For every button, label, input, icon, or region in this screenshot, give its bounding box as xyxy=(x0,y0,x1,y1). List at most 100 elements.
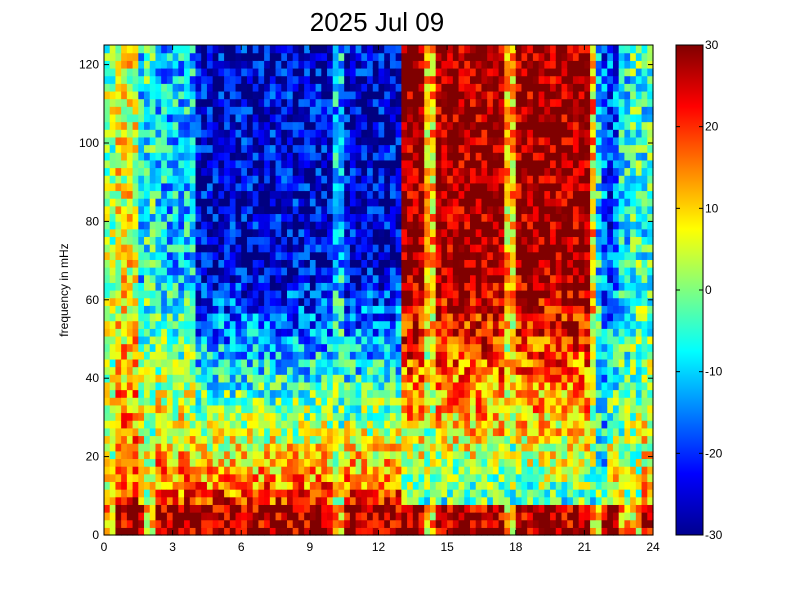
heatmap-cell xyxy=(424,381,431,391)
heatmap-cell xyxy=(470,527,477,536)
heatmap-cell xyxy=(218,228,225,238)
heatmap-cell xyxy=(321,427,328,437)
heatmap-cell xyxy=(521,152,528,161)
heatmap-cell xyxy=(184,205,191,215)
heatmap-cell xyxy=(166,420,174,429)
heatmap-cell xyxy=(189,328,197,337)
heatmap-cell xyxy=(412,389,420,398)
heatmap-cell xyxy=(195,244,202,253)
heatmap-cell xyxy=(435,129,443,138)
heatmap-cell xyxy=(510,159,517,169)
heatmap-cell xyxy=(395,221,402,230)
heatmap-cell xyxy=(309,175,317,184)
heatmap-cell xyxy=(395,297,402,306)
heatmap-cell xyxy=(166,113,174,123)
heatmap-cell xyxy=(315,236,322,245)
heatmap-cell xyxy=(132,305,139,314)
heatmap-cell xyxy=(510,228,517,238)
heatmap-cell xyxy=(492,504,500,513)
heatmap-cell xyxy=(121,228,128,238)
heatmap-cell xyxy=(166,351,174,360)
heatmap-cell xyxy=(389,527,397,536)
heatmap-cell xyxy=(281,481,288,490)
heatmap-cell xyxy=(441,228,448,238)
heatmap-cell xyxy=(407,504,414,513)
heatmap-cell xyxy=(132,450,139,460)
heatmap-cell xyxy=(344,205,351,215)
heatmap-cell xyxy=(166,389,174,398)
heatmap-cell xyxy=(109,343,117,352)
heatmap-cell xyxy=(126,397,134,406)
heatmap-cell xyxy=(315,159,322,169)
heatmap-cell xyxy=(121,305,128,314)
heatmap-cell xyxy=(492,251,500,260)
heatmap-cell xyxy=(424,473,431,483)
heatmap-cell xyxy=(515,397,523,406)
heatmap-cell xyxy=(435,312,443,322)
heatmap-cell xyxy=(452,259,460,268)
heatmap-cell xyxy=(218,450,225,460)
heatmap-cell xyxy=(504,412,511,421)
heatmap-cell xyxy=(281,190,288,199)
heatmap-cell xyxy=(372,374,380,383)
heatmap-cell xyxy=(184,106,191,115)
heatmap-cell xyxy=(121,381,128,391)
heatmap-cell xyxy=(538,473,545,483)
heatmap-cell xyxy=(452,175,460,184)
heatmap-cell xyxy=(389,121,397,130)
heatmap-cell xyxy=(532,159,540,169)
heatmap-cell xyxy=(504,420,511,429)
heatmap-cell xyxy=(481,481,488,490)
heatmap-cell xyxy=(269,443,277,452)
heatmap-cell xyxy=(504,83,511,92)
heatmap-cell xyxy=(412,328,420,337)
heatmap-cell xyxy=(258,389,265,398)
heatmap-cell xyxy=(206,527,214,536)
heatmap-cell xyxy=(258,489,265,498)
heatmap-cell xyxy=(218,397,225,406)
heatmap-cell xyxy=(155,343,162,352)
heatmap-cell xyxy=(287,45,294,54)
heatmap-cell xyxy=(275,458,282,467)
heatmap-cell xyxy=(361,335,368,345)
heatmap-cell xyxy=(246,496,254,505)
heatmap-cell xyxy=(458,251,465,260)
heatmap-cell xyxy=(304,67,311,77)
heatmap-cell xyxy=(349,190,357,199)
heatmap-cell xyxy=(115,152,122,161)
heatmap-cell xyxy=(161,443,168,452)
heatmap-cell xyxy=(372,113,380,123)
heatmap-cell xyxy=(475,389,483,398)
heatmap-cell xyxy=(527,259,534,268)
heatmap-cell xyxy=(355,83,362,92)
heatmap-cell xyxy=(429,335,437,345)
heatmap-cell xyxy=(515,205,523,215)
heatmap-cell xyxy=(235,67,242,77)
heatmap-cell xyxy=(355,427,362,437)
heatmap-cell xyxy=(349,144,357,153)
heatmap-cell xyxy=(412,75,420,84)
heatmap-cell xyxy=(441,75,448,84)
heatmap-cell xyxy=(407,320,414,329)
heatmap-cell xyxy=(349,60,357,69)
heatmap-cell xyxy=(104,205,111,215)
heatmap-cell xyxy=(470,159,477,169)
heatmap-cell xyxy=(264,343,271,352)
heatmap-cell xyxy=(327,113,334,123)
heatmap-cell xyxy=(429,228,437,238)
heatmap-cell xyxy=(492,512,500,521)
heatmap-cell xyxy=(412,182,420,192)
heatmap-cell xyxy=(521,106,528,115)
heatmap-cell xyxy=(304,244,311,253)
heatmap-cell xyxy=(315,267,322,276)
heatmap-cell xyxy=(269,167,277,176)
heatmap-cell xyxy=(515,67,523,77)
heatmap-cell xyxy=(115,427,122,437)
heatmap-cell xyxy=(367,213,374,222)
heatmap-cell xyxy=(355,60,362,69)
heatmap-cell xyxy=(384,351,391,360)
heatmap-cell xyxy=(407,519,414,528)
heatmap-cell xyxy=(264,335,271,345)
heatmap-cell xyxy=(395,335,402,345)
heatmap-cell xyxy=(149,182,157,192)
